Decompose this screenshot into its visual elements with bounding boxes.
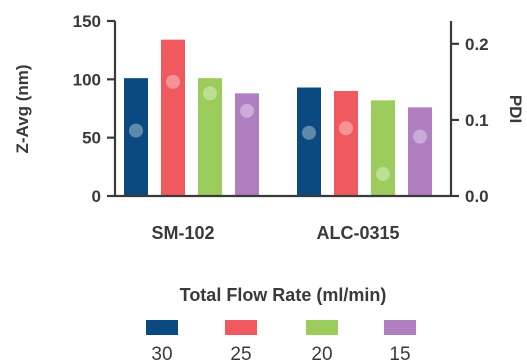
pdi-point bbox=[166, 74, 180, 89]
legend-swatch bbox=[384, 320, 416, 335]
y-axis-right-tick-label: 0.0 bbox=[465, 187, 489, 206]
legend-label: 30 bbox=[151, 344, 172, 363]
y-axis-left-tick-label: 50 bbox=[82, 129, 101, 148]
legend-label: 15 bbox=[389, 344, 410, 363]
y-axis-right-title: PDI bbox=[506, 95, 525, 123]
bar-group bbox=[124, 39, 432, 196]
legend-swatch bbox=[146, 320, 178, 335]
bar bbox=[161, 39, 185, 196]
bar bbox=[198, 78, 222, 196]
bar bbox=[297, 87, 321, 196]
pdi-point-group bbox=[129, 74, 427, 181]
bar bbox=[371, 100, 395, 196]
pdi-point bbox=[240, 103, 254, 118]
y-axis-left-tick-label: 100 bbox=[73, 70, 101, 89]
y-axis-left-tick-label: 0 bbox=[92, 187, 101, 206]
bar bbox=[408, 107, 432, 196]
pdi-point bbox=[413, 129, 427, 144]
pdi-point bbox=[129, 123, 143, 138]
legend: 30 25 20 15 bbox=[146, 320, 416, 363]
legend-swatch bbox=[306, 320, 338, 335]
pdi-point bbox=[376, 166, 390, 181]
legend-swatch bbox=[225, 320, 257, 335]
y-axis-right-ticks: 0.0 0.1 0.2 bbox=[451, 35, 489, 206]
legend-title: Total Flow Rate (ml/min) bbox=[180, 285, 387, 305]
x-category-label: ALC-0315 bbox=[316, 223, 399, 243]
y-axis-right-tick-label: 0.1 bbox=[465, 111, 489, 130]
bar bbox=[235, 93, 259, 196]
bar bbox=[334, 91, 358, 196]
y-axis-right-tick-label: 0.2 bbox=[465, 35, 489, 54]
legend-label: 20 bbox=[311, 344, 332, 363]
pdi-point bbox=[203, 86, 217, 101]
y-axis-left-title: Z-Avg (nm) bbox=[13, 64, 32, 153]
x-category-label: SM-102 bbox=[151, 223, 214, 243]
y-axis-left-tick-label: 150 bbox=[73, 12, 101, 31]
pdi-point bbox=[339, 121, 353, 136]
bar bbox=[124, 78, 148, 196]
pdi-point bbox=[302, 125, 316, 140]
y-axis-left-ticks: 0 50 100 150 bbox=[73, 12, 115, 206]
legend-label: 25 bbox=[230, 344, 251, 363]
